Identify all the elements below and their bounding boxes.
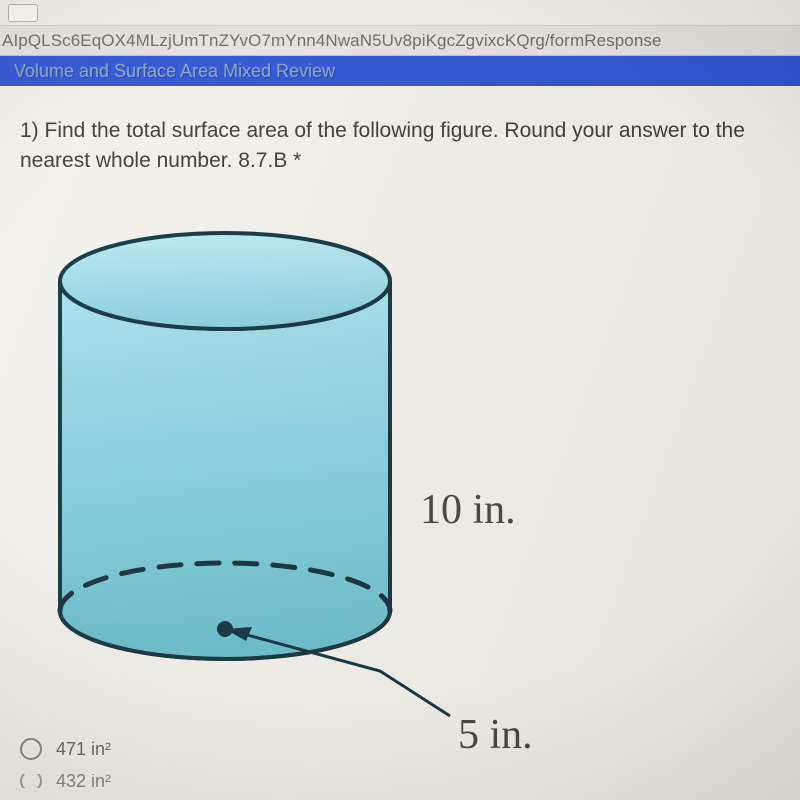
answer-label: 471 in² <box>56 739 111 760</box>
cylinder-svg <box>20 211 580 731</box>
height-label: 10 in. <box>420 486 516 534</box>
radio-icon <box>20 738 42 760</box>
radio-icon <box>20 774 42 788</box>
browser-tab-bar <box>0 0 800 26</box>
radius-label: 5 in. <box>458 711 533 759</box>
form-title-bar: Volume and Surface Area Mixed Review <box>0 56 800 86</box>
form-title: Volume and Surface Area Mixed Review <box>14 61 335 82</box>
cylinder-body <box>60 281 390 659</box>
cylinder-figure: 10 in. 5 in. <box>20 211 580 731</box>
cylinder-top <box>60 233 390 329</box>
url-bar[interactable]: AIpQLSc6EqOX4MLzjUmTnZYvO7mYnn4NwaN5Uv8p… <box>0 26 800 56</box>
url-text: AIpQLSc6EqOX4MLzjUmTnZYvO7mYnn4NwaN5Uv8p… <box>2 31 662 51</box>
answer-label: 432 in² <box>56 774 111 788</box>
answer-option[interactable]: 432 in² <box>20 774 111 788</box>
question-card: 1) Find the total surface area of the fo… <box>0 86 800 800</box>
question-text: 1) Find the total surface area of the fo… <box>20 116 770 177</box>
browser-tab-fragment <box>8 4 38 22</box>
answer-option[interactable]: 471 in² <box>20 738 111 760</box>
answer-options: 471 in² 432 in² <box>20 738 111 788</box>
